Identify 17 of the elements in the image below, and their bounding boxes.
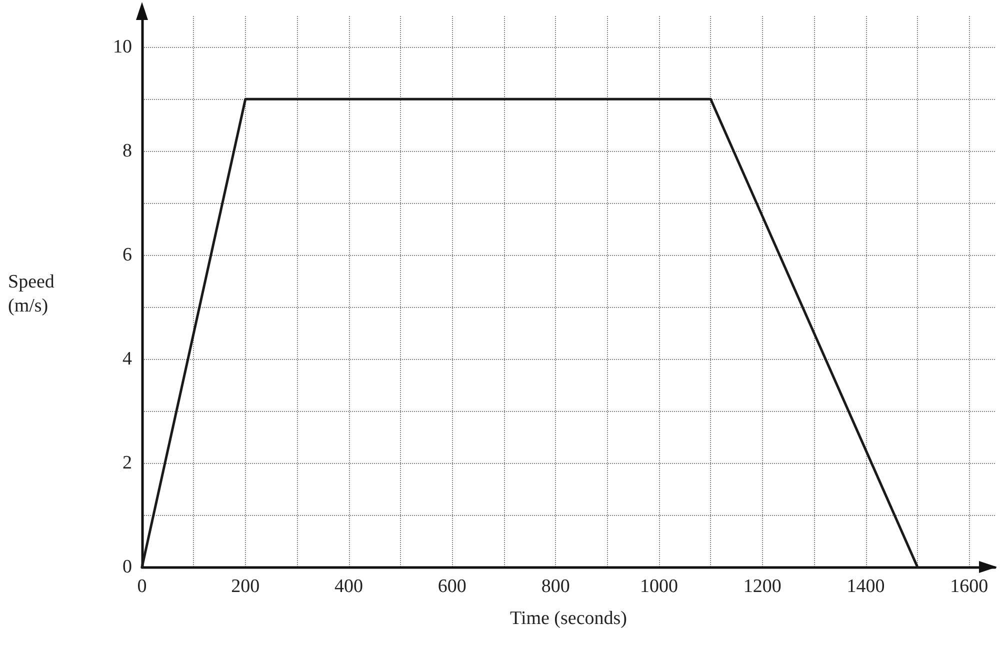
- x-tick-label: 0: [137, 576, 147, 597]
- x-tick-label: 1000: [640, 576, 678, 597]
- x-tick-label: 400: [334, 576, 364, 597]
- x-tick-label: 600: [438, 576, 466, 597]
- x-axis-title: Time (seconds): [510, 608, 627, 629]
- x-tick-label: 1400: [846, 576, 885, 597]
- y-tick-label: 4: [122, 348, 132, 370]
- y-tick-label: 6: [122, 244, 132, 266]
- y-tick-label: 10: [113, 36, 132, 58]
- x-tick-label: 1200: [743, 576, 782, 597]
- y-tick-label: 8: [122, 140, 132, 162]
- x-tick-label: 800: [541, 576, 570, 597]
- y-axis-title: Speed (m/s): [8, 272, 60, 316]
- y-tick-label: 2: [122, 452, 132, 474]
- y-tick-label: 0: [122, 556, 132, 578]
- x-tick-label: 1600: [950, 576, 988, 597]
- x-tick-label: 200: [231, 576, 260, 597]
